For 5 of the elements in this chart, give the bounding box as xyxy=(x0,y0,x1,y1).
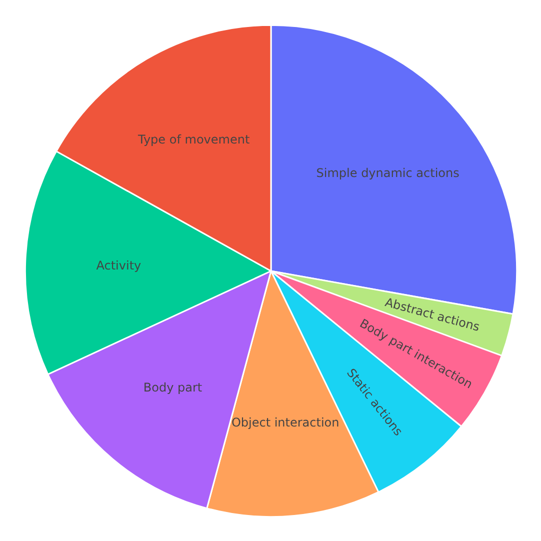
slice-label: Activity xyxy=(96,258,142,272)
slice-label: Type of movement xyxy=(137,132,250,147)
slice-label: Body part xyxy=(143,380,202,395)
slice-label: Simple dynamic actions xyxy=(316,166,460,180)
slice-label: Object interaction xyxy=(231,416,340,430)
